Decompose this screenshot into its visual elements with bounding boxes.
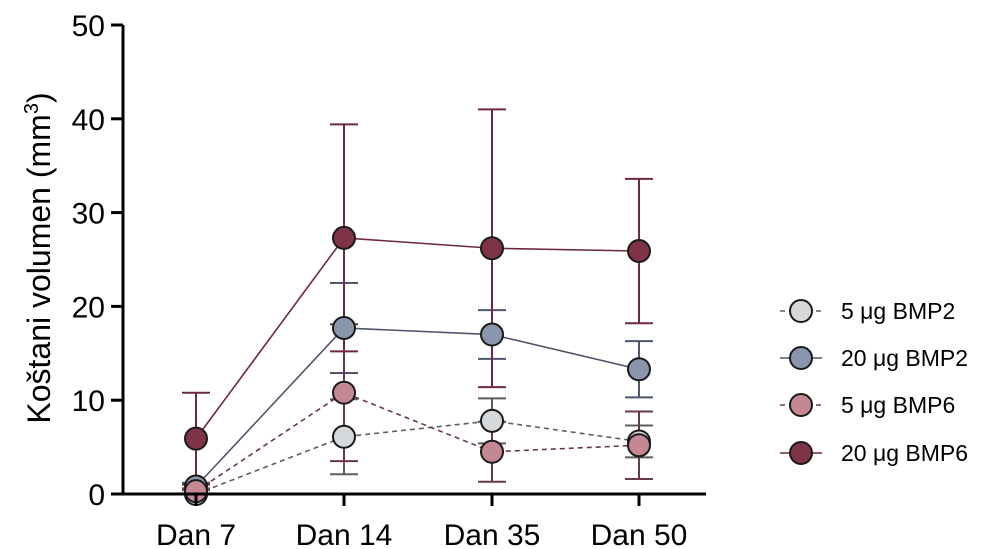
data-point [480, 236, 504, 261]
series-line [195, 391, 640, 492]
y-axis-title-close: ) [21, 92, 57, 103]
y-tick-label: 20 [72, 291, 105, 324]
data-point [184, 426, 208, 451]
data-point [627, 433, 651, 458]
data-point [332, 315, 356, 340]
y-tick-label: 40 [72, 104, 105, 137]
error-bars [182, 108, 653, 494]
data-point [332, 380, 356, 405]
data-point [480, 408, 504, 433]
series-line [195, 420, 640, 495]
x-tick-label: Dan 14 [296, 519, 393, 549]
legend-marker [789, 299, 813, 323]
legend: 5 μg BMP2 20 μg BMP2 5 μg BMP6 20 μg BMP6 [780, 298, 968, 466]
legend-marker [789, 393, 813, 417]
y-axis-title: Koštani volumen (mm3) [21, 92, 57, 423]
x-ticks: Dan 7 Dan 14 Dan 35 Dan 50 [156, 494, 687, 549]
y-tick-label: 50 [72, 10, 105, 43]
legend-label: 20 μg BMP2 [841, 345, 968, 371]
data-point [480, 322, 504, 347]
y-tick-label: 0 [88, 479, 105, 512]
y-tick-label: 10 [72, 385, 105, 418]
legend-marker [789, 441, 813, 465]
data-point [332, 424, 356, 449]
x-tick-label: Dan 50 [591, 519, 688, 549]
series-line [195, 327, 640, 488]
legend-label: 5 μg BMP6 [841, 392, 955, 418]
series-line [195, 237, 640, 440]
data-point [332, 225, 356, 250]
x-tick-label: Dan 35 [444, 519, 541, 549]
legend-label: 20 μg BMP6 [841, 440, 968, 466]
series-markers [184, 225, 651, 506]
data-point [480, 439, 504, 464]
axes [121, 25, 706, 496]
data-point [627, 239, 651, 264]
legend-marker [789, 346, 813, 370]
legend-label: 5 μg BMP2 [841, 298, 955, 324]
y-ticks: 0 10 20 30 40 50 [72, 10, 123, 512]
y-tick-label: 30 [72, 198, 105, 231]
x-tick-label: Dan 7 [156, 519, 236, 549]
data-point [627, 357, 651, 382]
y-axis-title-superscript: 3 [21, 103, 43, 114]
y-axis-title-main: Koštani volumen (mm [21, 114, 57, 423]
series-lines [195, 237, 640, 495]
